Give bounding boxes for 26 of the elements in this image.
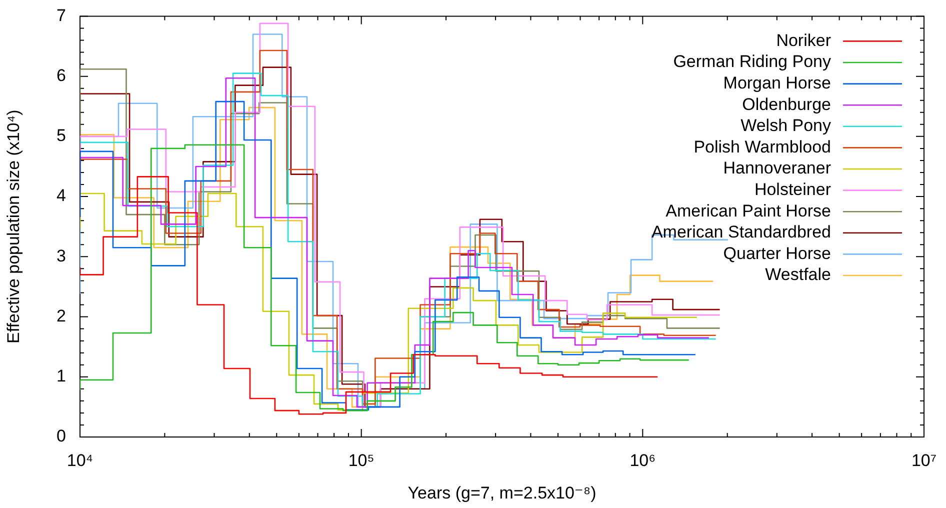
- legend-label: American Paint Horse: [666, 201, 831, 220]
- y-tick-label: 7: [56, 6, 66, 25]
- legend-label: Morgan Horse: [723, 73, 831, 92]
- y-axis-title: Effective population size (x10⁴): [4, 110, 23, 344]
- y-tick-label: 2: [56, 306, 66, 326]
- x-tick-label: 10⁶: [630, 450, 656, 470]
- legend-label: Polish Warmblood: [694, 137, 831, 156]
- legend-label: Noriker: [776, 30, 832, 50]
- y-tick-label: 6: [56, 66, 66, 85]
- y-tick-label: 0: [56, 426, 66, 446]
- y-tick-label: 5: [56, 126, 66, 146]
- legend-label: Quarter Horse: [723, 244, 831, 263]
- legend-label: German Riding Pony: [673, 52, 832, 72]
- legend-label: Welsh Pony: [740, 116, 832, 136]
- legend-label: Holsteiner: [754, 180, 832, 199]
- x-axis-title: Years (g=7, m=2.5x10⁻⁸): [408, 483, 596, 502]
- y-tick-label: 1: [56, 366, 66, 386]
- legend-label: Oldenburge: [742, 94, 831, 114]
- y-tick-label: 4: [56, 186, 66, 206]
- legend-label: Hannoveraner: [723, 158, 832, 178]
- legend-label: American Standardbred: [651, 222, 831, 242]
- x-tick-label: 10⁴: [66, 450, 94, 470]
- y-tick-label: 3: [56, 246, 66, 266]
- x-tick-label: 10⁵: [348, 450, 374, 470]
- x-tick-label: 10⁷: [911, 450, 937, 470]
- legend-label: Westfale: [765, 265, 831, 284]
